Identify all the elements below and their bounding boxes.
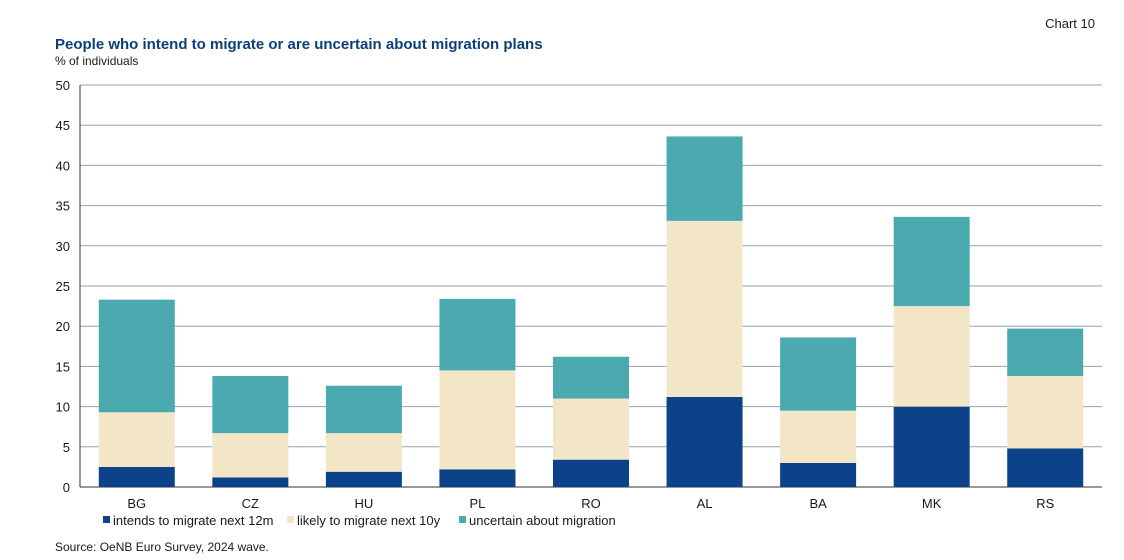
bar-segment <box>553 356 629 399</box>
bar-segment <box>98 299 175 413</box>
source-note: Source: OeNB Euro Survey, 2024 wave. <box>55 540 269 554</box>
bar-segment <box>553 459 629 487</box>
y-tick-label: 10 <box>56 400 70 415</box>
x-tick-label: RS <box>1036 496 1054 511</box>
y-tick-label: 35 <box>56 199 70 214</box>
chart-title: People who intend to migrate or are unce… <box>55 36 543 53</box>
x-tick-label: RO <box>581 496 601 511</box>
x-tick-label: MK <box>922 496 942 511</box>
bar-segment <box>325 471 402 487</box>
legend-swatch <box>103 516 110 523</box>
bar-segment <box>666 136 743 221</box>
bar-segment <box>893 216 970 307</box>
x-tick-label: BA <box>809 496 827 511</box>
y-tick-label: 15 <box>56 359 70 374</box>
y-tick-label: 45 <box>56 118 70 133</box>
bar-segment <box>212 376 289 434</box>
bar-segment <box>1007 376 1084 449</box>
bar-segment <box>1007 328 1084 377</box>
bar-segment <box>439 370 516 470</box>
bar-segment <box>893 406 970 487</box>
bar-segment <box>98 466 175 487</box>
bar-segment <box>666 396 743 487</box>
y-tick-label: 5 <box>63 440 70 455</box>
x-tick-label: AL <box>697 496 713 511</box>
y-tick-label: 40 <box>56 158 70 173</box>
y-tick-label: 25 <box>56 279 70 294</box>
chart-unit-label: % of individuals <box>55 54 139 68</box>
legend-label: uncertain about migration <box>469 513 616 528</box>
bar-segment <box>98 412 175 467</box>
bar-segment <box>439 469 516 487</box>
x-tick-label: HU <box>354 496 373 511</box>
legend-label: likely to migrate next 10y <box>297 513 441 528</box>
bar-segment <box>212 477 289 487</box>
x-tick-label: PL <box>469 496 485 511</box>
x-tick-label: BG <box>127 496 146 511</box>
bar-segment <box>439 298 516 371</box>
bar-segment <box>780 462 857 487</box>
legend-swatch <box>287 516 294 523</box>
bar-segment <box>780 337 857 411</box>
bar-segment <box>666 220 743 397</box>
bar-segment <box>212 433 289 478</box>
y-tick-label: 20 <box>56 319 70 334</box>
legend-swatch <box>459 516 466 523</box>
x-tick-label: CZ <box>242 496 259 511</box>
bar-segment <box>780 410 857 463</box>
bar-segment <box>553 398 629 460</box>
y-tick-label: 30 <box>56 239 70 254</box>
legend-label: intends to migrate next 12m <box>113 513 273 528</box>
bar-segment <box>1007 448 1084 487</box>
bar-segment <box>893 306 970 407</box>
y-tick-label: 50 <box>56 78 70 93</box>
y-tick-label: 0 <box>63 480 70 495</box>
bar-segment <box>325 385 402 434</box>
bar-segment <box>325 433 402 472</box>
chart-number-label: Chart 10 <box>1045 16 1095 31</box>
